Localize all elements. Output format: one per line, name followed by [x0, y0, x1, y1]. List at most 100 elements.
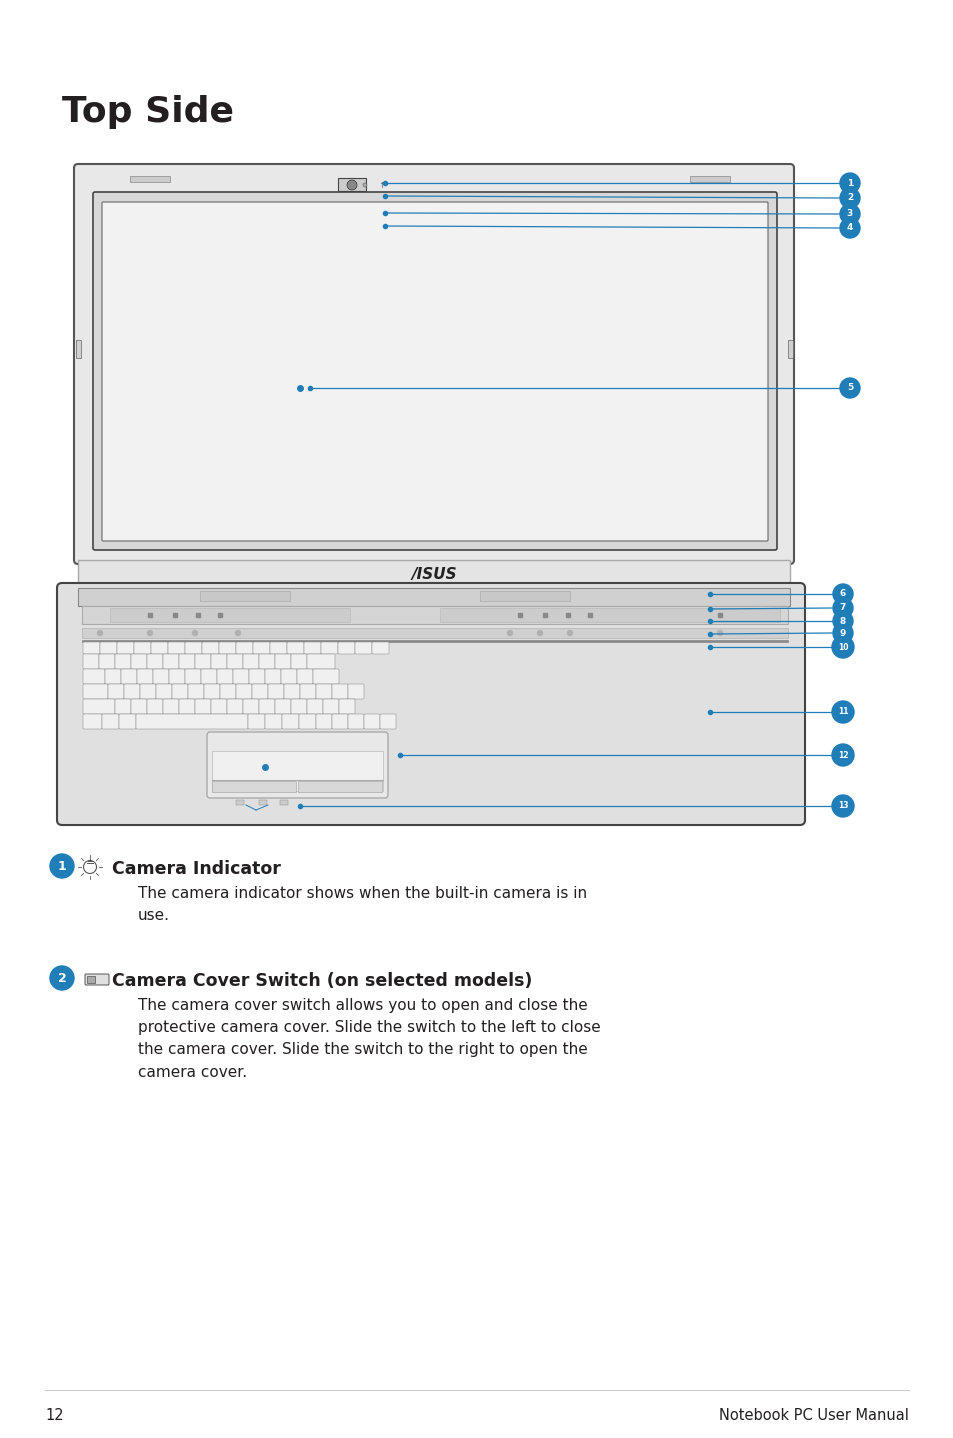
FancyBboxPatch shape — [202, 641, 219, 654]
FancyBboxPatch shape — [115, 654, 131, 669]
Bar — [439, 608, 780, 623]
FancyBboxPatch shape — [85, 974, 109, 985]
FancyBboxPatch shape — [265, 715, 282, 729]
FancyBboxPatch shape — [315, 684, 332, 699]
FancyBboxPatch shape — [105, 669, 121, 684]
FancyBboxPatch shape — [235, 684, 252, 699]
FancyBboxPatch shape — [188, 684, 204, 699]
FancyBboxPatch shape — [348, 684, 364, 699]
Text: 2: 2 — [57, 972, 67, 985]
FancyBboxPatch shape — [274, 699, 291, 715]
Bar — [78, 588, 789, 605]
FancyBboxPatch shape — [298, 715, 315, 729]
FancyBboxPatch shape — [131, 699, 147, 715]
FancyBboxPatch shape — [121, 669, 137, 684]
FancyBboxPatch shape — [364, 715, 379, 729]
Bar — [76, 339, 81, 358]
FancyBboxPatch shape — [299, 684, 315, 699]
FancyBboxPatch shape — [337, 641, 355, 654]
FancyBboxPatch shape — [216, 669, 233, 684]
FancyBboxPatch shape — [332, 715, 348, 729]
FancyBboxPatch shape — [100, 641, 117, 654]
FancyBboxPatch shape — [83, 654, 99, 669]
Text: ↑: ↑ — [378, 181, 385, 190]
FancyBboxPatch shape — [108, 684, 124, 699]
FancyBboxPatch shape — [233, 669, 249, 684]
Bar — [212, 781, 295, 792]
FancyBboxPatch shape — [274, 654, 291, 669]
Bar — [297, 781, 381, 792]
FancyBboxPatch shape — [249, 669, 265, 684]
Text: Top Side: Top Side — [62, 95, 233, 129]
Circle shape — [831, 700, 853, 723]
FancyBboxPatch shape — [92, 193, 776, 549]
Bar — [479, 591, 569, 601]
FancyBboxPatch shape — [136, 715, 248, 729]
FancyBboxPatch shape — [220, 684, 235, 699]
Circle shape — [193, 630, 197, 636]
Text: 11: 11 — [837, 707, 847, 716]
FancyBboxPatch shape — [355, 641, 372, 654]
FancyBboxPatch shape — [99, 654, 115, 669]
FancyBboxPatch shape — [379, 715, 395, 729]
Circle shape — [148, 630, 152, 636]
FancyBboxPatch shape — [227, 699, 243, 715]
Text: Notebook PC User Manual: Notebook PC User Manual — [719, 1408, 908, 1424]
Bar — [87, 976, 95, 984]
FancyBboxPatch shape — [163, 699, 179, 715]
Bar — [689, 175, 729, 183]
Text: The camera cover switch allows you to open and close the
protective camera cover: The camera cover switch allows you to op… — [138, 998, 600, 1080]
FancyBboxPatch shape — [307, 699, 323, 715]
FancyBboxPatch shape — [270, 641, 287, 654]
FancyBboxPatch shape — [296, 669, 313, 684]
FancyBboxPatch shape — [115, 699, 131, 715]
FancyBboxPatch shape — [320, 641, 337, 654]
Circle shape — [831, 795, 853, 817]
FancyBboxPatch shape — [83, 715, 102, 729]
FancyBboxPatch shape — [140, 684, 156, 699]
FancyBboxPatch shape — [83, 669, 105, 684]
FancyBboxPatch shape — [348, 715, 364, 729]
Circle shape — [832, 623, 852, 643]
Bar — [78, 559, 789, 590]
Circle shape — [97, 630, 102, 636]
FancyBboxPatch shape — [332, 684, 348, 699]
FancyBboxPatch shape — [151, 641, 168, 654]
Bar — [235, 800, 244, 805]
Text: 9: 9 — [839, 628, 845, 637]
FancyBboxPatch shape — [307, 654, 335, 669]
FancyBboxPatch shape — [117, 641, 133, 654]
Text: 4: 4 — [846, 223, 852, 233]
Circle shape — [717, 630, 721, 636]
Circle shape — [840, 378, 859, 398]
Text: 12: 12 — [837, 751, 847, 759]
FancyBboxPatch shape — [201, 669, 216, 684]
FancyBboxPatch shape — [265, 669, 281, 684]
FancyBboxPatch shape — [194, 699, 211, 715]
Circle shape — [831, 636, 853, 659]
FancyBboxPatch shape — [169, 669, 185, 684]
Text: 5: 5 — [846, 384, 852, 393]
Bar — [200, 591, 290, 601]
FancyBboxPatch shape — [124, 684, 140, 699]
Text: 13: 13 — [837, 801, 847, 811]
FancyBboxPatch shape — [258, 654, 274, 669]
Text: 2: 2 — [846, 194, 852, 203]
FancyBboxPatch shape — [152, 669, 169, 684]
FancyBboxPatch shape — [83, 641, 100, 654]
FancyBboxPatch shape — [83, 684, 108, 699]
Circle shape — [363, 183, 367, 187]
FancyBboxPatch shape — [227, 654, 243, 669]
FancyBboxPatch shape — [74, 164, 793, 564]
Text: Camera Indicator: Camera Indicator — [112, 860, 280, 879]
FancyBboxPatch shape — [119, 715, 136, 729]
FancyBboxPatch shape — [291, 654, 307, 669]
FancyBboxPatch shape — [102, 201, 767, 541]
Text: The camera indicator shows when the built-in camera is in
use.: The camera indicator shows when the buil… — [138, 886, 586, 923]
FancyBboxPatch shape — [287, 641, 304, 654]
Circle shape — [831, 743, 853, 766]
Bar — [258, 800, 267, 805]
Circle shape — [832, 598, 852, 618]
FancyBboxPatch shape — [284, 684, 299, 699]
Bar — [337, 178, 366, 191]
